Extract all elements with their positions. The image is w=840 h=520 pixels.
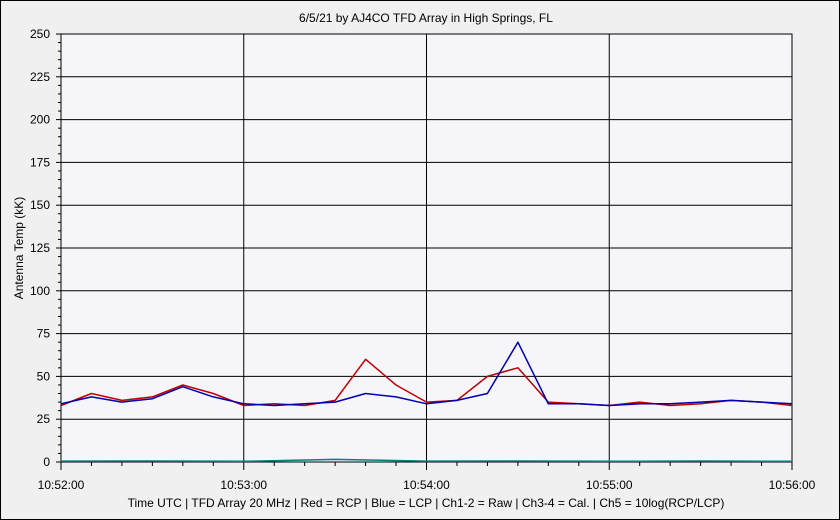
y-tick-label: 150 [30,198,50,212]
y-tick-label: 0 [43,455,50,469]
y-tick-label: 100 [30,284,50,298]
y-tick-label: 250 [30,27,50,41]
y-tick-label: 50 [37,369,51,383]
y-tick-label: 75 [37,327,51,341]
x-axis-label: Time UTC | TFD Array 20 MHz | Red = RCP … [128,496,725,510]
x-tick-label: 10:52:00 [38,478,85,492]
grid [61,34,792,462]
series-line-1 [60,341,793,407]
y-tick-label: 125 [30,241,50,255]
y-tick-label: 175 [30,155,50,169]
series-line-2 [60,458,793,463]
x-tick-label: 10:56:00 [769,478,816,492]
y-axis-ticks: 0 25 50 75 100 125 150 175 200 225 250 [30,27,61,469]
x-tick-label: 10:53:00 [220,478,267,492]
y-axis-label: Antenna Temp (kK) [12,197,26,300]
x-axis-ticks: 10:52:00 10:53:00 10:54:00 10:55:00 10:56:00 [38,462,816,492]
x-tick-label: 10:55:00 [586,478,633,492]
x-tick-label: 10:54:00 [403,478,450,492]
series-group [60,341,793,463]
y-tick-label: 25 [37,412,51,426]
chart-title: 6/5/21 by AJ4CO TFD Array in High Spring… [299,11,553,25]
y-tick-label: 200 [30,113,50,127]
series-line-0 [60,358,793,407]
y-tick-label: 225 [30,70,50,84]
